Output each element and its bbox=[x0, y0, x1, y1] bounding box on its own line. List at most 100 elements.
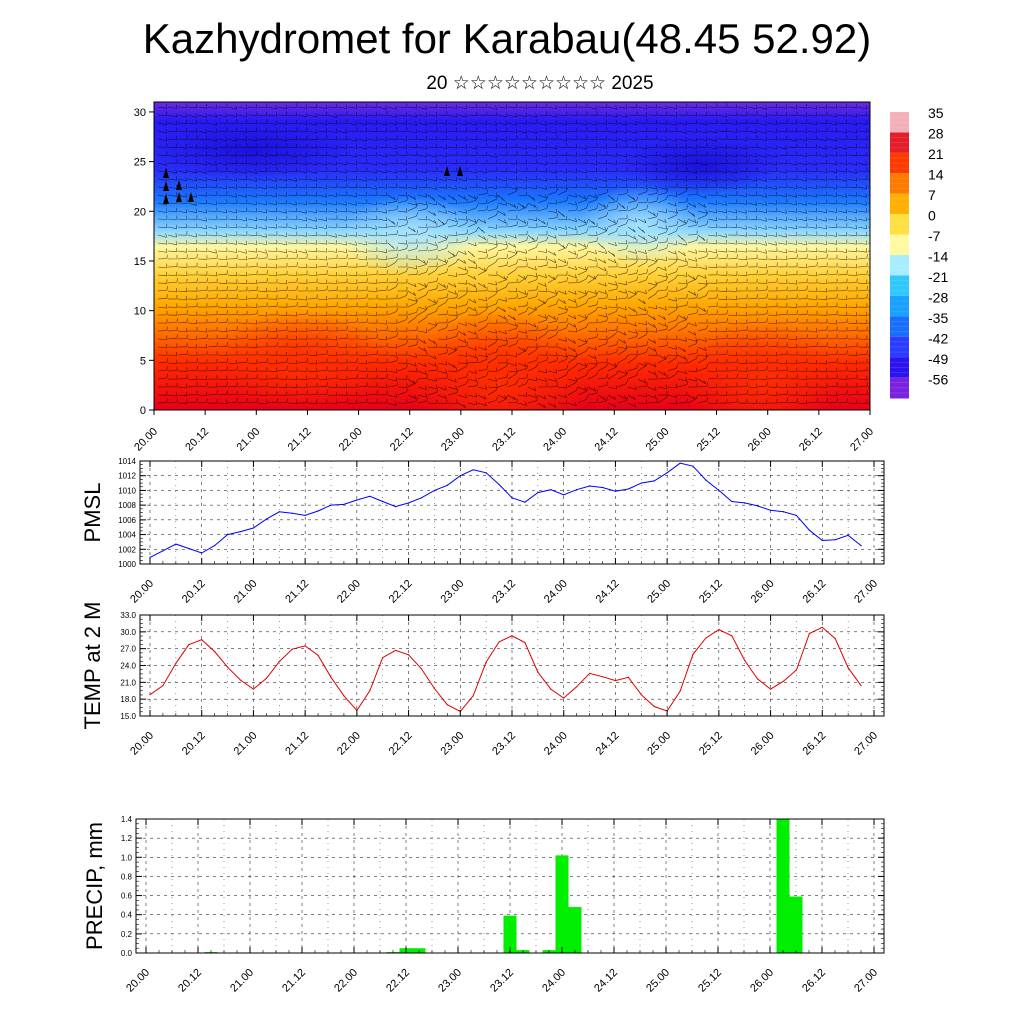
data-point bbox=[265, 677, 267, 680]
x-tick-label: 22.00 bbox=[335, 578, 363, 606]
precip-bar bbox=[789, 896, 803, 953]
y-tick-label: 21.0 bbox=[120, 678, 136, 687]
y-tick-label: 15.0 bbox=[120, 712, 136, 721]
wind-flag-marker bbox=[163, 194, 169, 204]
data-point bbox=[821, 539, 823, 542]
wind-flag-marker bbox=[176, 192, 182, 202]
y-tick-label: 30.0 bbox=[120, 628, 136, 637]
data-point bbox=[382, 500, 384, 503]
x-tick-label: 21.12 bbox=[280, 967, 308, 995]
heatmap-x-tick-label: 20.00 bbox=[132, 426, 160, 454]
x-tick-label: 23.12 bbox=[490, 730, 518, 758]
heatmap-blob bbox=[154, 120, 350, 180]
y-tick-label: 27.0 bbox=[120, 645, 136, 654]
data-point bbox=[162, 550, 164, 552]
colorbar-label: -42 bbox=[928, 331, 948, 347]
data-point bbox=[407, 654, 410, 656]
data-point bbox=[188, 547, 190, 550]
series-line bbox=[149, 626, 862, 713]
data-point bbox=[239, 679, 242, 681]
heatmap-y-tick-label: 20 bbox=[134, 206, 146, 218]
x-tick-label: 26.12 bbox=[800, 730, 828, 758]
data-point bbox=[498, 641, 500, 643]
colorbar-label: -7 bbox=[928, 228, 941, 244]
data-point bbox=[214, 545, 216, 547]
data-point bbox=[459, 475, 461, 477]
y-tick-label: 1002 bbox=[118, 545, 136, 554]
heatmap-x-tick-label: 24.00 bbox=[541, 426, 569, 454]
y-tick-label: 1014 bbox=[118, 457, 136, 466]
data-point bbox=[420, 668, 423, 670]
data-point bbox=[226, 533, 229, 536]
data-point bbox=[576, 686, 578, 688]
x-tick-label: 21.00 bbox=[232, 730, 260, 758]
x-tick-label: 21.12 bbox=[283, 578, 311, 606]
data-point bbox=[343, 695, 345, 697]
panel-pmsl: 1000 1002 1004 1006 1008 1010 1012 1014 20.00 20.… bbox=[80, 457, 885, 606]
y-tick-label: 33.0 bbox=[120, 611, 136, 620]
data-point bbox=[278, 511, 280, 513]
data-point bbox=[485, 661, 487, 663]
x-tick-label: 22.00 bbox=[332, 967, 360, 995]
colorbar-label: -21 bbox=[928, 269, 948, 285]
data-point bbox=[330, 676, 332, 678]
y-tick-label: 1006 bbox=[118, 516, 136, 525]
data-point bbox=[511, 635, 513, 637]
heatmap-x-tick-label: 22.12 bbox=[388, 426, 416, 454]
data-point bbox=[795, 514, 798, 517]
data-point bbox=[343, 503, 345, 506]
colorbar-segment bbox=[890, 234, 909, 256]
x-tick-label: 24.12 bbox=[594, 578, 622, 606]
data-point bbox=[317, 654, 319, 657]
data-point bbox=[769, 688, 772, 690]
heatmap-blob bbox=[410, 310, 590, 410]
y-tick-label: 1012 bbox=[118, 472, 136, 481]
data-point bbox=[563, 494, 565, 496]
x-tick-label: 20.00 bbox=[128, 578, 156, 606]
precip-bar bbox=[776, 819, 790, 953]
heatmap-y-tick-label: 25 bbox=[134, 157, 146, 169]
x-tick-label: 20.12 bbox=[180, 730, 208, 758]
data-point bbox=[498, 483, 500, 486]
data-point bbox=[201, 639, 203, 641]
heatmap-x-tick-label: 20.12 bbox=[183, 426, 211, 454]
heatmap-x-tick-label: 21.12 bbox=[286, 426, 314, 454]
data-point bbox=[795, 669, 798, 671]
heatmap-x-tick-label: 26.00 bbox=[746, 426, 774, 454]
data-point bbox=[356, 499, 358, 501]
y-tick-label: 0.8 bbox=[121, 872, 133, 881]
wind-flag-marker bbox=[188, 192, 194, 202]
data-point bbox=[472, 469, 474, 471]
y-tick-label: 0.6 bbox=[121, 892, 133, 901]
data-point bbox=[395, 506, 397, 508]
data-point bbox=[614, 680, 617, 682]
data-point bbox=[860, 685, 862, 687]
data-point bbox=[679, 462, 681, 464]
data-point bbox=[317, 510, 319, 512]
data-point bbox=[782, 680, 785, 682]
x-tick-label: 21.12 bbox=[283, 730, 311, 758]
colorbar-label: 28 bbox=[928, 126, 944, 142]
heatmap-blob bbox=[580, 185, 700, 265]
heatmap-x-tick-label: 24.12 bbox=[592, 426, 620, 454]
wind-flag-marker bbox=[163, 168, 169, 178]
colorbar-label: 0 bbox=[928, 208, 936, 224]
x-tick-label: 22.00 bbox=[335, 730, 363, 758]
x-tick-label: 27.00 bbox=[852, 730, 880, 758]
colorbar-label: -56 bbox=[928, 372, 948, 388]
data-point bbox=[252, 688, 255, 690]
colorbar-segment bbox=[890, 193, 909, 215]
data-point bbox=[511, 497, 513, 499]
data-point bbox=[640, 694, 642, 696]
y-tick-label: 1010 bbox=[118, 486, 136, 495]
data-point bbox=[382, 657, 384, 659]
data-point bbox=[640, 482, 642, 484]
colorbar-label: -14 bbox=[928, 249, 948, 265]
data-point bbox=[291, 648, 293, 650]
heatmap-y-tick-label: 5 bbox=[140, 355, 146, 367]
data-point bbox=[524, 501, 526, 503]
data-point bbox=[782, 511, 785, 513]
data-point bbox=[420, 497, 423, 499]
x-tick-label: 27.00 bbox=[852, 967, 880, 995]
x-tick-label: 24.00 bbox=[542, 730, 570, 758]
